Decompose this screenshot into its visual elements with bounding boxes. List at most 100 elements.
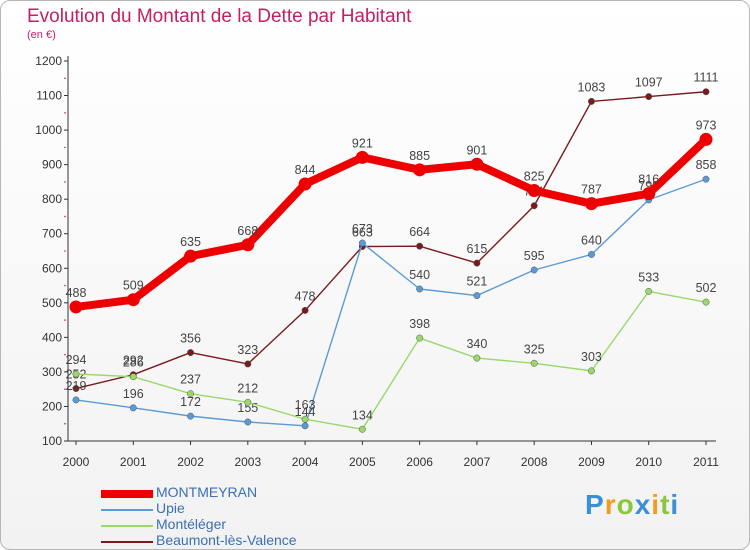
y-minor-tick — [64, 319, 66, 321]
data-label: 673 — [352, 222, 373, 236]
logo-letter: t — [660, 489, 671, 520]
line-chart: 100 200 300 400 500 600 700 800 900 1000 1100 1200 2… — [35, 54, 719, 469]
data-label: 901 — [466, 143, 487, 157]
data-point — [298, 177, 312, 191]
data-label: 488 — [66, 286, 87, 300]
data-label: 787 — [581, 183, 602, 197]
y-minor-tick — [64, 250, 66, 252]
x-tick-label: 2006 — [406, 455, 433, 469]
x-tick-label: 2003 — [234, 455, 261, 469]
data-point — [244, 360, 252, 368]
data-point — [187, 390, 194, 398]
data-point — [244, 398, 252, 406]
data-label: 219 — [66, 379, 87, 393]
y-tick-label: 200 — [42, 399, 62, 413]
data-point — [72, 396, 80, 404]
data-point — [473, 259, 481, 267]
data-label: 816 — [638, 173, 659, 187]
data-point — [584, 197, 598, 211]
y-tick-label: 900 — [42, 158, 62, 172]
data-point — [301, 415, 309, 423]
logo-letter: x — [634, 489, 652, 520]
data-point — [69, 300, 83, 314]
data-point — [588, 97, 595, 105]
legend-swatch — [101, 541, 153, 543]
x-tick-label: 2000 — [63, 455, 90, 469]
data-label: 640 — [581, 233, 602, 247]
data-label: 663 — [352, 226, 373, 240]
y-tick-label: 1200 — [35, 54, 62, 68]
data-label: 144 — [295, 405, 316, 419]
data-label: 356 — [180, 332, 201, 346]
legend-label: Beaumont-lès-Valence — [156, 532, 297, 548]
series-line-montéléger — [75, 290, 707, 430]
series-line-montmeyran — [72, 135, 710, 311]
logo-letter: i — [651, 489, 661, 520]
data-label: 502 — [696, 281, 717, 295]
x-tick-label: 2007 — [464, 455, 491, 469]
y-tick-label: 1000 — [35, 123, 62, 137]
data-label: 521 — [466, 275, 487, 289]
data-point — [588, 367, 595, 375]
y-minor-tick — [64, 388, 66, 390]
y-tick-label: 800 — [42, 192, 62, 206]
logo-letter: P — [585, 489, 605, 520]
data-point — [301, 306, 309, 314]
data-label: 635 — [180, 235, 201, 249]
data-point — [416, 242, 424, 250]
y-tick-label: 1100 — [36, 89, 62, 103]
logo-letter: o — [616, 489, 635, 520]
data-point — [187, 412, 194, 420]
y-minor-tick — [64, 112, 66, 114]
y-tick-label: 300 — [42, 365, 62, 379]
data-point — [645, 287, 653, 295]
data-label: 533 — [638, 270, 659, 284]
y-minor-tick — [64, 77, 66, 80]
data-point — [527, 184, 541, 198]
data-label: 885 — [409, 149, 430, 163]
series-line-upie — [75, 178, 707, 427]
y-tick-label: 600 — [42, 261, 62, 275]
data-label: 196 — [123, 387, 144, 401]
data-point — [187, 349, 194, 357]
y-minor-tick — [64, 215, 66, 218]
legend-swatch — [101, 509, 153, 511]
x-tick-label: 2011 — [693, 455, 719, 469]
data-label: 398 — [409, 317, 430, 331]
legend-label: MONTMEYRAN — [156, 484, 258, 500]
data-point — [413, 163, 427, 177]
data-label: 540 — [409, 268, 430, 282]
y-minor-tick — [64, 422, 66, 425]
x-tick-label: 2010 — [635, 455, 662, 469]
data-label: 303 — [581, 350, 602, 364]
logo-letter: r — [604, 489, 617, 520]
data-point — [470, 157, 484, 171]
y-minor-tick — [64, 284, 66, 287]
data-point — [126, 293, 140, 307]
y-tick-label: 100 — [42, 434, 62, 448]
data-point — [588, 251, 595, 258]
legend-label: Montéléger — [156, 516, 227, 532]
y-tick-label: 500 — [42, 296, 62, 310]
data-label: 668 — [237, 224, 258, 238]
data-point — [530, 359, 538, 367]
legend-label: Upie — [156, 500, 185, 516]
data-point — [702, 88, 710, 96]
data-point — [642, 187, 656, 201]
data-point — [129, 373, 137, 381]
data-point — [358, 239, 366, 247]
data-point — [358, 425, 366, 433]
x-tick-label: 2008 — [521, 455, 548, 469]
data-point — [244, 418, 252, 426]
data-label: 294 — [66, 353, 87, 367]
data-label: 172 — [180, 395, 201, 409]
data-point — [473, 292, 481, 300]
data-label: 478 — [295, 289, 316, 303]
data-label: 595 — [524, 249, 545, 263]
data-point — [72, 370, 80, 378]
y-tick-label: 700 — [42, 227, 62, 241]
data-label: 134 — [352, 408, 373, 422]
x-tick-label: 2002 — [177, 455, 204, 469]
y-tick-label: 400 — [42, 330, 62, 344]
data-point — [129, 404, 137, 412]
